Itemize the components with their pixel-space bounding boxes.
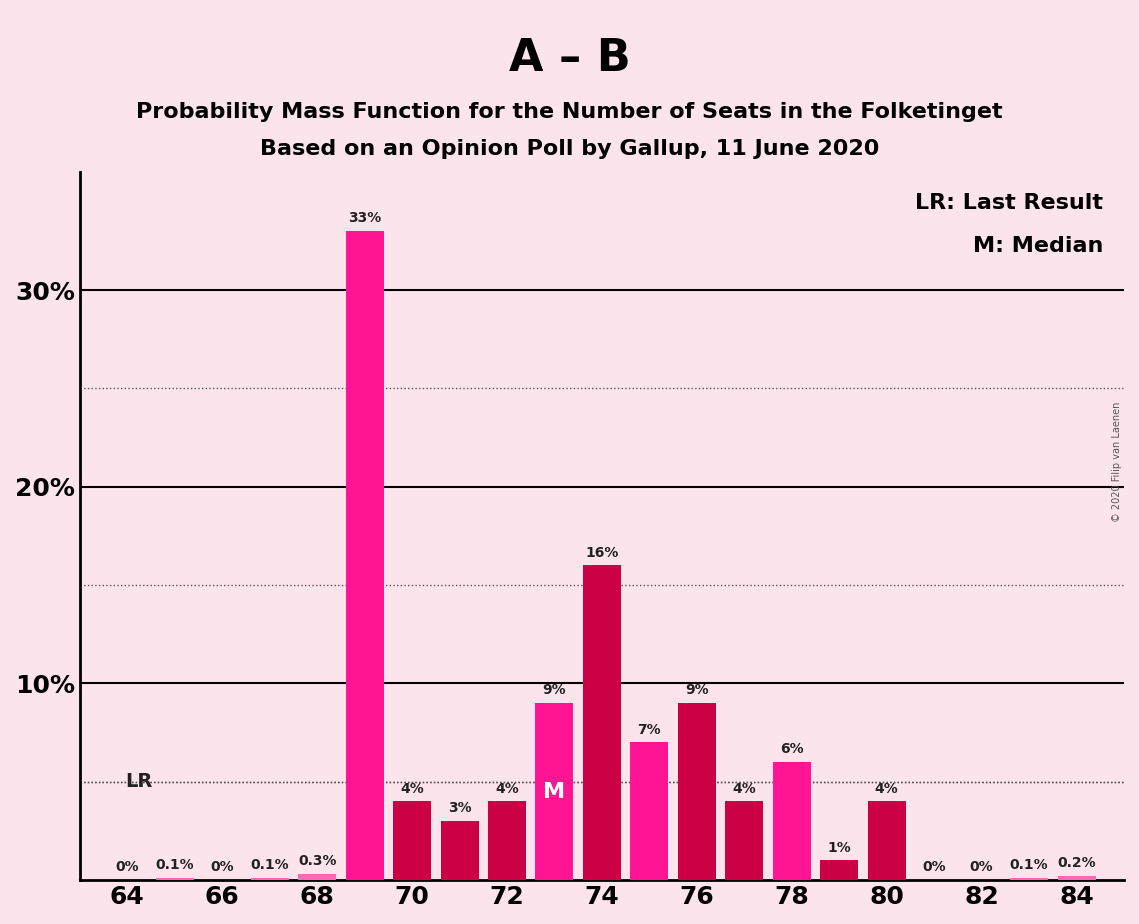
Bar	[868, 801, 906, 881]
Text: 0%: 0%	[969, 860, 993, 874]
Bar	[345, 231, 384, 881]
Text: 9%: 9%	[685, 683, 708, 698]
Bar	[535, 703, 573, 881]
Text: 1%: 1%	[827, 841, 851, 855]
Text: 0%: 0%	[211, 860, 233, 874]
Text: 0.1%: 0.1%	[155, 858, 194, 872]
Text: 4%: 4%	[732, 782, 756, 796]
Text: 4%: 4%	[495, 782, 519, 796]
Text: 0.1%: 0.1%	[1010, 858, 1048, 872]
Text: 0%: 0%	[923, 860, 947, 874]
Bar	[678, 703, 715, 881]
Text: 6%: 6%	[780, 742, 804, 756]
Bar	[726, 801, 763, 881]
Bar	[251, 878, 288, 881]
Bar	[772, 762, 811, 881]
Bar	[1010, 878, 1048, 881]
Text: M: Median: M: Median	[973, 236, 1103, 256]
Text: 4%: 4%	[875, 782, 899, 796]
Text: 0.1%: 0.1%	[251, 858, 289, 872]
Bar	[298, 874, 336, 881]
Text: A – B: A – B	[509, 37, 630, 80]
Bar	[156, 878, 194, 881]
Text: LR: LR	[125, 772, 153, 791]
Text: © 2020 Filip van Laenen: © 2020 Filip van Laenen	[1112, 402, 1122, 522]
Text: 3%: 3%	[448, 801, 472, 815]
Text: 16%: 16%	[585, 545, 618, 560]
Bar	[393, 801, 431, 881]
Bar	[583, 565, 621, 881]
Text: Probability Mass Function for the Number of Seats in the Folketinget: Probability Mass Function for the Number…	[137, 102, 1002, 122]
Bar	[1057, 876, 1096, 881]
Text: 0.2%: 0.2%	[1057, 857, 1096, 870]
Text: 0.3%: 0.3%	[298, 855, 336, 869]
Text: 9%: 9%	[542, 683, 566, 698]
Text: LR: Last Result: LR: Last Result	[915, 193, 1103, 213]
Text: 4%: 4%	[400, 782, 424, 796]
Bar	[441, 821, 478, 881]
Bar	[487, 801, 526, 881]
Bar	[820, 860, 858, 881]
Text: 33%: 33%	[349, 212, 382, 225]
Text: M: M	[543, 782, 566, 802]
Bar	[630, 743, 669, 881]
Text: 7%: 7%	[638, 723, 662, 736]
Text: Based on an Opinion Poll by Gallup, 11 June 2020: Based on an Opinion Poll by Gallup, 11 J…	[260, 139, 879, 159]
Text: 0%: 0%	[115, 860, 139, 874]
